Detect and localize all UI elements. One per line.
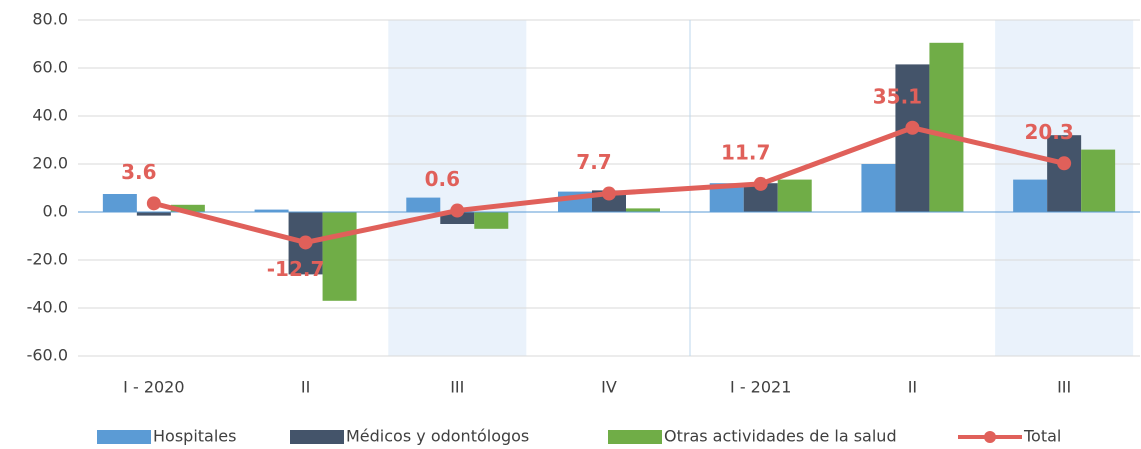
- x-tick-label: I - 2020: [123, 378, 184, 397]
- highlight-band: [388, 20, 527, 356]
- bar: [102, 194, 137, 212]
- line-marker: [450, 203, 465, 218]
- y-tick-label: -20.0: [27, 250, 68, 269]
- value-label: 35.1: [873, 84, 922, 108]
- line-marker: [753, 176, 768, 191]
- bar: [777, 179, 812, 212]
- bar: [440, 212, 475, 224]
- bar: [254, 209, 289, 212]
- bar: [322, 212, 357, 301]
- y-tick-label: 80.0: [32, 10, 68, 29]
- bar: [1081, 149, 1116, 212]
- legend-label: Médicos y odontólogos: [346, 427, 529, 446]
- legend-marker: [984, 431, 996, 443]
- y-tick-label: 60.0: [32, 58, 68, 77]
- legend-swatch: [608, 430, 662, 444]
- legend-label: Total: [1023, 427, 1061, 446]
- bar: [929, 42, 964, 212]
- bar: [895, 64, 930, 213]
- value-label: 20.3: [1024, 120, 1073, 144]
- x-tick-label: III: [450, 378, 464, 397]
- legend-label: Otras actividades de la salud: [664, 427, 897, 446]
- bar: [406, 197, 441, 212]
- line-marker: [146, 196, 161, 211]
- bar: [861, 164, 896, 212]
- value-label: 11.7: [721, 140, 770, 164]
- bar: [1047, 135, 1082, 212]
- y-tick-label: 20.0: [32, 154, 68, 173]
- y-tick-label: -60.0: [27, 346, 68, 365]
- x-tick-label: II: [301, 378, 310, 397]
- bar: [474, 212, 509, 229]
- value-label: 0.6: [425, 167, 460, 191]
- x-tick-label: IV: [601, 378, 617, 397]
- x-tick-label: II: [908, 378, 917, 397]
- legend-swatch: [290, 430, 344, 444]
- legend-swatch: [97, 430, 151, 444]
- value-label: 3.6: [121, 160, 156, 184]
- bar: [136, 212, 171, 216]
- line-marker: [298, 235, 313, 250]
- line-marker: [905, 120, 920, 135]
- line-marker: [602, 186, 616, 201]
- y-tick-label: 0.0: [43, 202, 68, 221]
- bar: [626, 208, 660, 212]
- x-tick-label: III: [1057, 378, 1071, 397]
- y-tick-label: 40.0: [32, 106, 68, 125]
- legend-label: Hospitales: [153, 427, 236, 446]
- bar: [1013, 179, 1048, 212]
- y-tick-label: -40.0: [27, 298, 68, 317]
- line-marker: [1057, 156, 1072, 171]
- bar: [170, 204, 205, 212]
- value-label: -12.7: [267, 257, 325, 281]
- x-tick-label: I - 2021: [730, 378, 791, 397]
- value-label: 7.7: [576, 150, 611, 174]
